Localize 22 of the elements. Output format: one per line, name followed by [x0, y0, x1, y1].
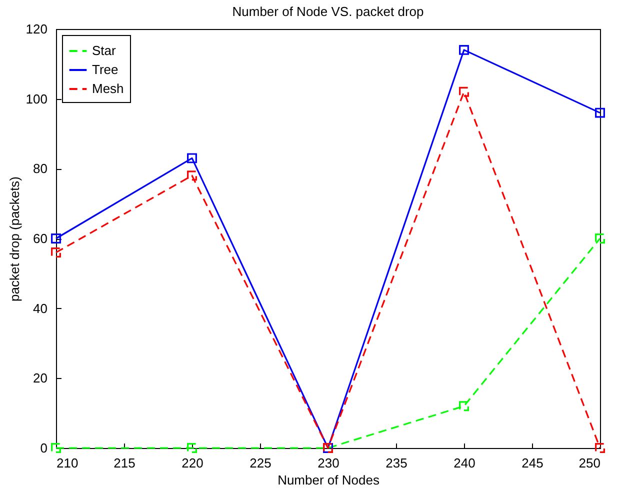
x-tick-label: 235 [386, 456, 408, 470]
x-tick-label: 245 [522, 456, 544, 470]
x-tick-label: 250 [578, 456, 600, 470]
x-axis-title: Number of Nodes [278, 472, 380, 488]
y-tick-label: 0 [40, 440, 48, 456]
y-tick-label: 40 [33, 300, 48, 316]
x-tick-label: 220 [182, 456, 204, 470]
x-tick-label: 240 [454, 456, 476, 470]
legend-label: Star [92, 43, 117, 58]
y-tick-label: 80 [33, 161, 48, 176]
y-axis-title: packet drop (packets) [6, 176, 22, 302]
y-tick-label: 100 [26, 91, 48, 106]
x-tick-label: 225 [250, 456, 272, 470]
y-tick-label: 20 [33, 370, 48, 386]
x-tick-label: 210 [56, 456, 78, 470]
x-tick-label: 230 [318, 456, 340, 470]
chart-title: Number of Node VS. packet drop [232, 4, 424, 19]
x-tick-label: 215 [114, 456, 136, 470]
y-tick-label: 60 [33, 231, 48, 246]
y-tick-label: 120 [26, 22, 48, 36]
legend-label: Mesh [92, 81, 124, 96]
legend-label: Tree [92, 62, 118, 77]
